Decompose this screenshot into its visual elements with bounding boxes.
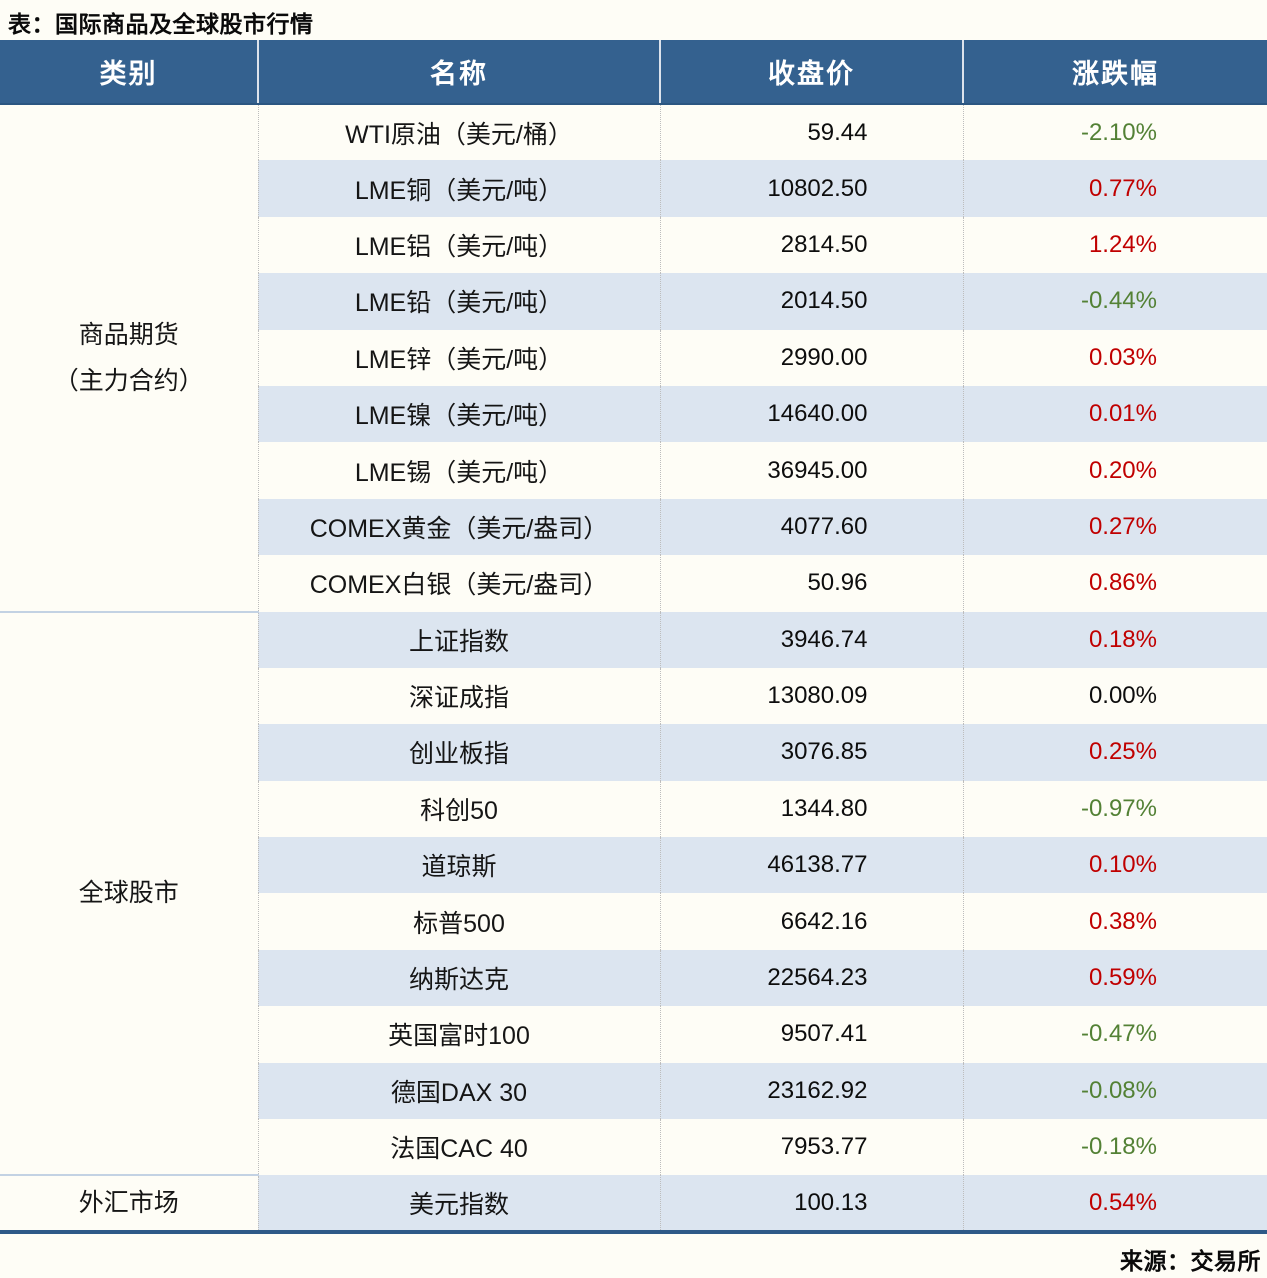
source-label: 来源：交易所 bbox=[1120, 1248, 1261, 1274]
close-price-cell: 3946.74 bbox=[659, 611, 963, 668]
change-percent-cell: 0.03% bbox=[962, 329, 1267, 386]
close-price-cell: 9507.41 bbox=[659, 1006, 963, 1063]
close-price-cell: 4077.60 bbox=[659, 498, 963, 556]
instrument-name-cell: 深证成指 bbox=[257, 667, 660, 725]
instrument-name-cell: LME锌（美元/吨） bbox=[257, 329, 660, 386]
table-row: 德国DAX 30 23162.92 -0.08% bbox=[0, 1062, 1267, 1120]
table-row: 纳斯达克 22564.23 0.59% bbox=[0, 949, 1267, 1007]
table-row: 商品期货 （主力合约） WTI原油（美元/桶） 59.44 -2.10% bbox=[0, 104, 1267, 612]
close-price-cell: 2814.50 bbox=[659, 216, 963, 274]
instrument-name-cell: 英国富时100 bbox=[257, 1006, 660, 1063]
change-percent-cell: 0.10% bbox=[962, 837, 1267, 894]
change-percent-cell: 0.18% bbox=[962, 611, 1267, 668]
close-price-cell: 2990.00 bbox=[659, 329, 963, 386]
change-percent-cell: 0.86% bbox=[962, 555, 1267, 612]
close-price-cell: 36945.00 bbox=[659, 442, 963, 499]
table-row: 标普500 6642.16 0.38% bbox=[0, 893, 1267, 950]
category-cell: 外汇市场 bbox=[0, 1174, 258, 1232]
instrument-name-cell: 法国CAC 40 bbox=[257, 1119, 660, 1176]
change-percent-cell: -0.47% bbox=[962, 1006, 1267, 1063]
change-percent-cell: -0.44% bbox=[962, 273, 1267, 330]
close-price-cell: 14640.00 bbox=[659, 385, 963, 443]
close-price-cell: 59.44 bbox=[659, 104, 963, 161]
market-table: 类别 名称 收盘价 涨跌幅 商品期货 （主力合约） WTI原油（美元/桶） 59.44… bbox=[0, 40, 1267, 1234]
table-row: 科创50 1344.80 -0.97% bbox=[0, 780, 1267, 838]
header-row: 类别 名称 收盘价 涨跌幅 bbox=[0, 40, 1267, 105]
col-header-category: 类别 bbox=[0, 40, 258, 105]
instrument-name-cell: 标普500 bbox=[257, 893, 660, 950]
instrument-name-cell: LME铅（美元/吨） bbox=[257, 273, 660, 330]
table-row: 英国富时100 9507.41 -0.47% bbox=[0, 1006, 1267, 1063]
instrument-name-cell: 创业板指 bbox=[257, 724, 660, 781]
instrument-name-cell: LME镍（美元/吨） bbox=[257, 385, 660, 443]
change-percent-cell: 0.38% bbox=[962, 893, 1267, 950]
table-row: LME铜（美元/吨） 10802.50 0.77% bbox=[0, 160, 1267, 217]
change-percent-cell: -0.08% bbox=[962, 1062, 1267, 1120]
table-row: 外汇市场 美元指数 100.13 0.54% bbox=[0, 1174, 1267, 1232]
col-header-name: 名称 bbox=[257, 40, 660, 105]
table-row: COMEX白银（美元/盎司） 50.96 0.86% bbox=[0, 555, 1267, 612]
instrument-name-cell: COMEX白银（美元/盎司） bbox=[257, 555, 660, 612]
table-row: 法国CAC 40 7953.77 -0.18% bbox=[0, 1119, 1267, 1176]
table-row: LME铅（美元/吨） 2014.50 -0.44% bbox=[0, 273, 1267, 330]
market-table-container: 类别 名称 收盘价 涨跌幅 商品期货 （主力合约） WTI原油（美元/桶） 59.44… bbox=[0, 40, 1267, 1234]
category-cell: 商品期货 （主力合约） bbox=[0, 104, 258, 612]
close-price-cell: 7953.77 bbox=[659, 1119, 963, 1176]
close-price-cell: 23162.92 bbox=[659, 1062, 963, 1120]
change-percent-cell: 0.59% bbox=[962, 949, 1267, 1007]
instrument-name-cell: 道琼斯 bbox=[257, 837, 660, 894]
instrument-name-cell: COMEX黄金（美元/盎司） bbox=[257, 498, 660, 556]
close-price-cell: 13080.09 bbox=[659, 667, 963, 725]
table-row: 创业板指 3076.85 0.25% bbox=[0, 724, 1267, 781]
instrument-name-cell: 德国DAX 30 bbox=[257, 1062, 660, 1120]
col-header-close: 收盘价 bbox=[659, 40, 963, 105]
instrument-name-cell: 美元指数 bbox=[257, 1175, 660, 1232]
change-percent-cell: 0.01% bbox=[962, 385, 1267, 443]
close-price-cell: 6642.16 bbox=[659, 893, 963, 950]
instrument-name-cell: LME锡（美元/吨） bbox=[257, 442, 660, 499]
close-price-cell: 10802.50 bbox=[659, 160, 963, 217]
instrument-name-cell: LME铝（美元/吨） bbox=[257, 216, 660, 274]
table-row: LME锡（美元/吨） 36945.00 0.20% bbox=[0, 442, 1267, 499]
close-price-cell: 50.96 bbox=[659, 555, 963, 612]
change-percent-cell: 0.25% bbox=[962, 724, 1267, 781]
close-price-cell: 46138.77 bbox=[659, 837, 963, 894]
close-price-cell: 100.13 bbox=[659, 1175, 963, 1232]
instrument-name-cell: 科创50 bbox=[257, 780, 660, 838]
change-percent-cell: -0.18% bbox=[962, 1119, 1267, 1176]
table-row: LME镍（美元/吨） 14640.00 0.01% bbox=[0, 385, 1267, 443]
table-title: 表：国际商品及全球股市行情 bbox=[8, 11, 314, 37]
change-percent-cell: -0.97% bbox=[962, 780, 1267, 838]
close-price-cell: 2014.50 bbox=[659, 273, 963, 330]
close-price-cell: 1344.80 bbox=[659, 780, 963, 838]
instrument-name-cell: WTI原油（美元/桶） bbox=[257, 104, 660, 161]
table-row: LME锌（美元/吨） 2990.00 0.03% bbox=[0, 329, 1267, 386]
change-percent-cell: 0.77% bbox=[962, 160, 1267, 217]
category-cell: 全球股市 bbox=[0, 610, 258, 1176]
close-price-cell: 22564.23 bbox=[659, 949, 963, 1007]
table-row: 道琼斯 46138.77 0.10% bbox=[0, 837, 1267, 894]
change-percent-cell: 1.24% bbox=[962, 216, 1267, 274]
table-row: COMEX黄金（美元/盎司） 4077.60 0.27% bbox=[0, 498, 1267, 556]
instrument-name-cell: 上证指数 bbox=[257, 611, 660, 668]
instrument-name-cell: 纳斯达克 bbox=[257, 949, 660, 1007]
table-row: 深证成指 13080.09 0.00% bbox=[0, 667, 1267, 725]
change-percent-cell: -2.10% bbox=[962, 104, 1267, 161]
market-table-header: 类别 名称 收盘价 涨跌幅 bbox=[0, 40, 1267, 105]
change-percent-cell: 0.00% bbox=[962, 667, 1267, 725]
market-table-body: 商品期货 （主力合约） WTI原油（美元/桶） 59.44 -2.10% LME铜（美元/… bbox=[0, 104, 1267, 1232]
col-header-change: 涨跌幅 bbox=[962, 40, 1267, 105]
instrument-name-cell: LME铜（美元/吨） bbox=[257, 160, 660, 217]
change-percent-cell: 0.20% bbox=[962, 442, 1267, 499]
close-price-cell: 3076.85 bbox=[659, 724, 963, 781]
change-percent-cell: 0.27% bbox=[962, 498, 1267, 556]
table-row: 全球股市 上证指数 3946.74 0.18% bbox=[0, 610, 1267, 1176]
change-percent-cell: 0.54% bbox=[962, 1175, 1267, 1232]
table-row: LME铝（美元/吨） 2814.50 1.24% bbox=[0, 216, 1267, 274]
